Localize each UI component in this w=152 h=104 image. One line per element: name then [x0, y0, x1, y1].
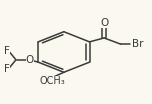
Text: F: F: [4, 46, 10, 56]
Text: F: F: [4, 64, 10, 74]
Text: O: O: [100, 18, 108, 28]
Text: Br: Br: [132, 39, 144, 49]
Text: O: O: [26, 55, 34, 65]
Text: OCH₃: OCH₃: [40, 76, 65, 86]
